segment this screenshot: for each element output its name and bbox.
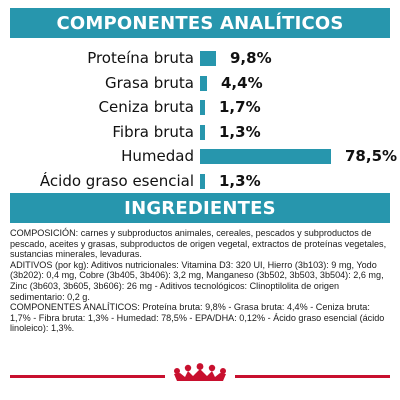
analysis-bar — [200, 173, 205, 189]
analysis-row: Proteína bruta 9,8% — [0, 47, 400, 72]
ingredients-banner-title: INGREDIENTES — [124, 197, 276, 219]
analysis-bar — [200, 75, 207, 91]
analysis-label: Ácido graso esencial — [39, 171, 194, 190]
composition-paragraph: COMPOSICIÓN: carnes y subproductos anima… — [10, 228, 387, 260]
analysis-row: Ceniza bruta 1,7% — [0, 96, 400, 121]
analytics-banner-title: COMPONENTES ANALÍTICOS — [56, 12, 344, 34]
analysis-bar — [200, 51, 216, 66]
analysis-value: 1,3% — [219, 171, 261, 190]
analysis-row: Fibra bruta 1,3% — [0, 121, 400, 146]
analytical-paragraph: COMPONENTES ANALÍTICOS: Proteína bruta: … — [10, 302, 385, 334]
analysis-bar — [200, 124, 205, 140]
analysis-label: Ceniza bruta — [98, 98, 194, 116]
analysis-value: 78,5% — [345, 147, 398, 165]
ingredients-text: COMPOSICIÓN: carnes y subproductos anima… — [10, 228, 392, 334]
analysis-label: Fibra bruta — [112, 122, 194, 141]
analysis-label: Grasa bruta — [104, 73, 194, 92]
additives-paragraph: ADITIVOS (por kg): Aditivos nutricionale… — [10, 259, 384, 302]
analysis-table: Proteína bruta 9,8% Grasa bruta 4,4% Cen… — [0, 47, 400, 194]
brand-stripe-left — [10, 375, 165, 378]
brand-stripe-right — [235, 375, 390, 378]
royal-canin-crown-icon — [174, 363, 226, 381]
analysis-row: Ácido graso esencial 1,3% — [0, 170, 400, 195]
analysis-bar — [200, 100, 205, 115]
analysis-value: 9,8% — [230, 49, 272, 67]
analysis-bar — [200, 149, 331, 164]
analysis-value: 1,3% — [219, 122, 261, 141]
analysis-row: Grasa bruta 4,4% — [0, 72, 400, 97]
analysis-label: Humedad — [121, 147, 194, 165]
analytics-banner: COMPONENTES ANALÍTICOS — [10, 8, 390, 38]
analysis-value: 4,4% — [221, 73, 263, 92]
ingredients-banner: INGREDIENTES — [10, 193, 390, 223]
analysis-label: Proteína bruta — [87, 49, 194, 67]
analysis-row: Humedad 78,5% — [0, 145, 400, 170]
analysis-value: 1,7% — [219, 98, 261, 116]
